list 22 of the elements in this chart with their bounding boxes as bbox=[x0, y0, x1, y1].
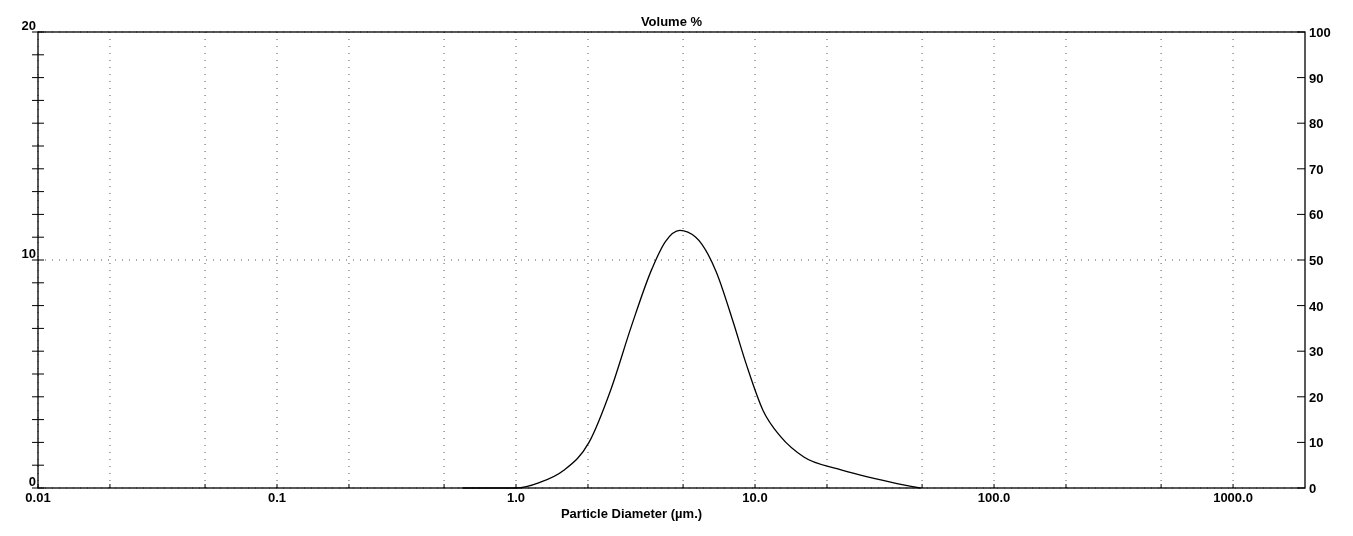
x-tick-label: 0.1 bbox=[267, 490, 287, 505]
y2-tick-label: 0 bbox=[1309, 481, 1317, 496]
y2-tick-label: 30 bbox=[1309, 344, 1324, 360]
y2-tick-label: 70 bbox=[1309, 161, 1324, 177]
y2-tick-label: 80 bbox=[1309, 116, 1324, 132]
y2-tick-label: 50 bbox=[1309, 253, 1324, 268]
x-tick-label: 10.0 bbox=[742, 490, 768, 505]
y2-tick-label: 40 bbox=[1309, 298, 1324, 314]
x-tick-label: 0.01 bbox=[25, 490, 51, 505]
y-tick-label: 0 bbox=[28, 474, 36, 489]
y2-tick-label: 100 bbox=[1309, 25, 1331, 40]
x-tick-label: 100.0 bbox=[977, 490, 1011, 505]
x-tick-label: 1000.0 bbox=[1213, 490, 1253, 505]
chart-title: Volume % bbox=[640, 14, 703, 29]
x-axis-title: Particle Diameter (µm.) bbox=[560, 506, 703, 521]
x-tick-label: 1.0 bbox=[506, 490, 526, 505]
y2-tick-label: 10 bbox=[1309, 435, 1324, 451]
y-tick-label: 10 bbox=[21, 246, 36, 261]
y2-tick-label: 90 bbox=[1309, 70, 1324, 86]
y-tick-label: 20 bbox=[21, 18, 36, 33]
y2-tick-label: 60 bbox=[1309, 207, 1324, 223]
y2-tick-label: 20 bbox=[1309, 389, 1324, 405]
